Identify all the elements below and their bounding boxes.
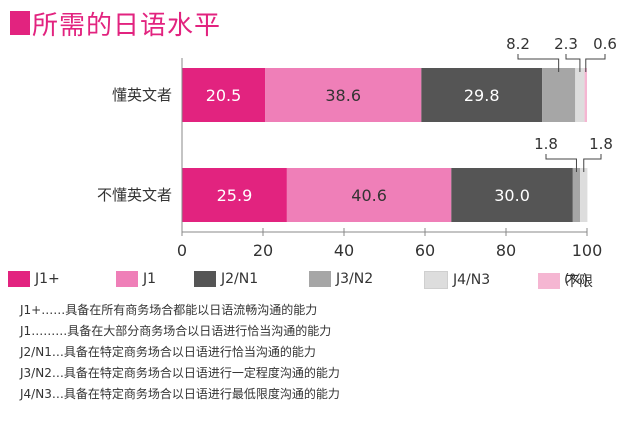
note-key: J3/N2 [20,366,52,380]
x-tick-label: 0 [177,241,187,260]
stacked-bar-chart: 20.5 38.6 29.8 懂英文者 25.9 40.6 30.0 不懂英文者 8.2 2.3 0… [97,35,617,260]
callout-label: 2.3 [554,35,578,53]
bar-segment-2-3 [451,168,573,222]
note-key: J1 [20,324,32,338]
category-label: 不懂英文者 [97,186,172,204]
x-tick-label: 20 [253,241,273,260]
category-label: 懂英文者 [112,86,172,104]
chart-title-row: 所需的日语水平 [10,6,222,41]
bar-segment-2-2 [286,168,452,222]
note-text: …具备在特定商务场合以日语进行一定程度沟通的能力 [51,366,340,380]
bar-segment-1-6 [584,68,587,122]
title-square-icon [10,11,30,35]
x-tick-label: 60 [415,241,435,260]
legend-item: J3/N2 [309,271,373,287]
bar-segment-1-1 [182,68,266,122]
note-row: J3/N2 …具备在特定商务场合以日语进行一定程度沟通的能力 [20,363,340,384]
legend-label: J1+ [35,271,60,287]
bar-segment-2-1 [182,168,287,222]
x-tick-label: 80 [496,241,516,260]
bar-value-label: 25.9 [217,186,253,205]
legend-item: J2/N1 [194,271,258,287]
legend-label: J4/N3 [453,272,491,288]
callout-label: 1.8 [534,135,558,153]
bar-value-label: 30.0 [494,186,530,205]
legend-label: J2/N1 [221,271,259,287]
legend-swatch [194,271,216,287]
callout-connector [545,154,577,172]
level-notes: J1+ ……具备在所有商务场合都能以日语流畅沟通的能力 J1 ………具备在大部分商务场… [20,300,340,405]
callout-label: 0.6 [593,35,617,53]
callout-connector [585,54,606,72]
bar-segment-1-3 [421,68,543,122]
bar-value-label: 29.8 [464,86,500,105]
legend-swatch [116,271,138,287]
legend-swatch [8,271,30,287]
note-row: J1+ ……具备在所有商务场合都能以日语流畅沟通的能力 [20,300,340,321]
legend-label: J3/N2 [336,271,374,287]
bar-value-label: 20.5 [206,86,242,105]
legend-item: J4/N3 [424,271,490,289]
legend-item: 不限 [538,271,593,291]
note-text: …具备在特定商务场合以日语进行最低限度沟通的能力 [51,387,340,401]
bar-segment-1-5 [575,68,585,122]
x-tick-label: 40 [334,241,354,260]
note-text: ……具备在所有商务场合都能以日语流畅沟通的能力 [41,303,318,317]
note-text: ………具备在大部分商务场合以日语进行恰当沟通的能力 [31,324,332,338]
bar-segment-2-5 [580,168,588,222]
bar-segment-1-4 [542,68,576,122]
chart-legend: J1+ J1 J2/N1 J3/N2 J4/N3 不限 [8,271,608,293]
note-text: …具备在特定商务场合以日语进行恰当沟通的能力 [51,345,316,359]
legend-item: J1+ [8,271,60,287]
callout-connector [583,154,602,172]
legend-label: 不限 [565,274,593,290]
legend-item: J1 [116,271,156,287]
callout-label: 8.2 [506,35,530,53]
note-row: J4/N3 …具备在特定商务场合以日语进行最低限度沟通的能力 [20,384,340,405]
chart-title: 所需的日语水平 [32,10,222,41]
note-row: J2/N1 …具备在特定商务场合以日语进行恰当沟通的能力 [20,342,340,363]
note-key: J2/N1 [20,345,52,359]
callout-connector [517,54,560,72]
bar-value-label: 38.6 [325,86,361,105]
note-key: J4/N3 [20,387,52,401]
callout-connector [565,54,581,72]
legend-swatch [424,271,448,289]
legend-label: J1 [143,271,157,287]
legend-swatch [538,273,560,289]
note-row: J1 ………具备在大部分商务场合以日语进行恰当沟通的能力 [20,321,340,342]
bar-segment-2-4 [572,168,581,222]
legend-swatch [309,271,331,287]
x-tick-label: 100 [572,241,603,260]
note-key: J1+ [20,303,42,317]
callout-label: 1.8 [589,135,613,153]
bar-segment-1-2 [265,68,422,122]
bar-value-label: 40.6 [351,186,387,205]
x-axis-unit: (%) [564,272,589,288]
